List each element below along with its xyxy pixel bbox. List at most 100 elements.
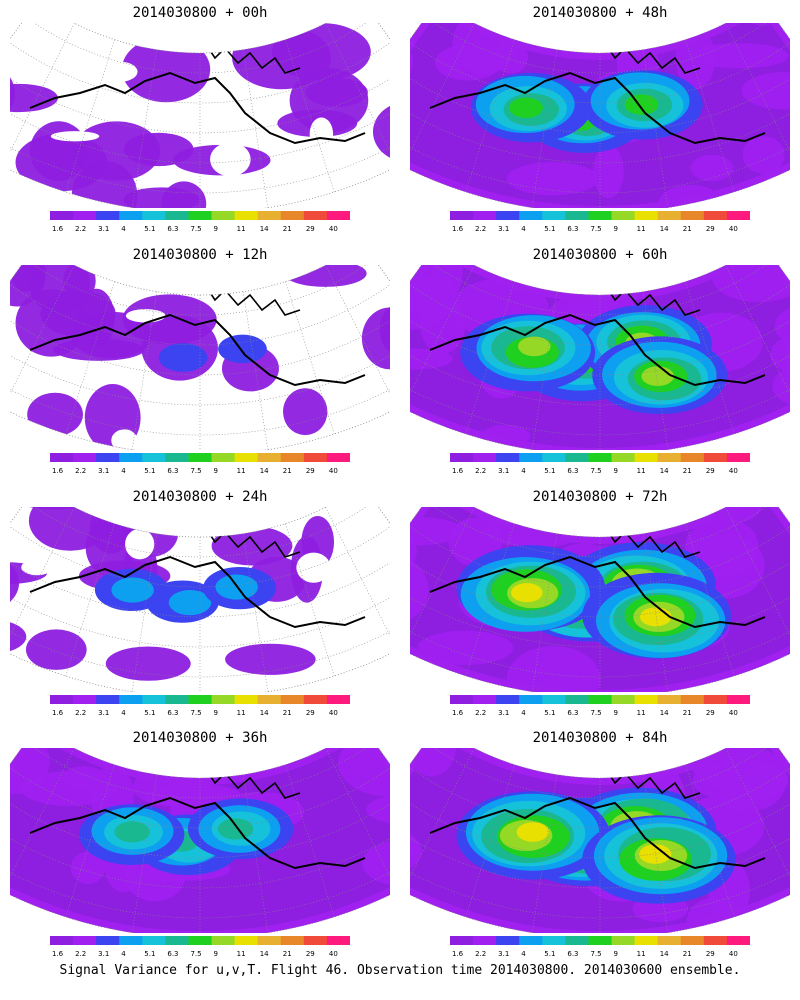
colorbar-swatch — [119, 211, 143, 220]
colorbar-label: 6.3 — [567, 467, 578, 475]
panel-title: 2014030800 + 48h — [532, 5, 668, 21]
variance-map — [10, 265, 390, 450]
colorbar-swatch — [211, 695, 236, 704]
colorbar-label: 14 — [660, 467, 669, 475]
colorbar: 1.6 2.2 3.1 4 5.1 6.3 7.5 9 11 14 21 29 40 — [50, 695, 350, 717]
colorbar-label: 29 — [306, 467, 315, 475]
colorbar-swatch — [473, 211, 497, 220]
map-panel: 2014030800 + 48h 1.6 2.2 3.1 4 5.1 6.3 7.5 9 11 14… — [410, 5, 790, 250]
colorbar-label: 7.5 — [190, 467, 201, 475]
colorbar-swatch — [450, 936, 474, 945]
colorbar-swatch — [188, 936, 213, 945]
colorbar-swatch — [211, 936, 236, 945]
colorbar-swatch — [611, 936, 636, 945]
colorbar-label: 29 — [306, 225, 315, 233]
colorbar-label: 14 — [260, 950, 269, 958]
colorbar-label: 14 — [660, 950, 669, 958]
colorbar-swatch — [519, 211, 543, 220]
colorbar-label: 3.1 — [98, 225, 109, 233]
colorbar-swatch — [726, 936, 750, 945]
colorbar-swatch — [303, 453, 328, 462]
colorbar-swatch — [657, 211, 682, 220]
colorbar-label: 1.6 — [52, 467, 64, 475]
colorbar-label: 5.1 — [144, 709, 155, 717]
colorbar-swatch — [450, 453, 474, 462]
colorbar-swatch — [165, 453, 189, 462]
colorbar-swatch — [142, 936, 166, 945]
colorbar-swatch — [496, 211, 520, 220]
colorbar-swatch — [450, 695, 474, 704]
colorbar-swatch — [473, 453, 497, 462]
colorbar-swatch — [96, 211, 120, 220]
colorbar-swatch — [280, 211, 305, 220]
colorbar-label: 21 — [283, 467, 292, 475]
colorbar-swatch — [73, 211, 97, 220]
colorbar-swatch — [657, 453, 682, 462]
colorbar-label: 5.1 — [544, 467, 555, 475]
colorbar-swatch — [142, 695, 166, 704]
variance-map — [10, 748, 390, 933]
colorbar-label: 9 — [614, 225, 618, 233]
colorbar-swatch — [96, 695, 120, 704]
colorbar-swatch — [326, 453, 350, 462]
colorbar-label: 7.5 — [590, 225, 601, 233]
colorbar-swatch — [165, 695, 189, 704]
variance-map — [10, 23, 390, 208]
colorbar-label: 40 — [729, 709, 738, 717]
colorbar-swatch — [50, 453, 74, 462]
colorbar-label: 3.1 — [98, 709, 109, 717]
colorbar-swatch — [611, 211, 636, 220]
variance-map — [410, 265, 790, 450]
colorbar-swatch — [142, 453, 166, 462]
colorbar-swatch — [588, 695, 613, 704]
map-panel: 2014030800 + 00h 1.6 2.2 3.1 4 5.1 6.3 7.5 9 11 14… — [10, 5, 390, 250]
colorbar: 1.6 2.2 3.1 4 5.1 6.3 7.5 9 11 14 21 29 40 — [450, 211, 750, 233]
colorbar-swatch — [142, 211, 166, 220]
colorbar-label: 11 — [637, 950, 646, 958]
colorbar-swatch — [326, 695, 350, 704]
colorbar-swatch — [473, 936, 497, 945]
colorbar-label: 7.5 — [590, 709, 601, 717]
panel-title: 2014030800 + 84h — [532, 730, 668, 746]
colorbar-swatch — [257, 211, 282, 220]
colorbar-swatch — [257, 695, 282, 704]
colorbar-swatch — [588, 211, 613, 220]
colorbar-swatch — [73, 936, 97, 945]
map-panel: 2014030800 + 12h 1.6 2.2 3.1 4 5.1 6.3 7.5 9 11 14… — [10, 247, 390, 492]
map-panel: 2014030800 + 72h 1.6 2.2 3.1 4 5.1 6.3 7.5 9 11 14… — [410, 489, 790, 734]
colorbar-label: 14 — [660, 225, 669, 233]
colorbar-swatch — [703, 695, 728, 704]
colorbar-label: 6.3 — [167, 467, 178, 475]
colorbar-label: 29 — [706, 467, 715, 475]
colorbar-label: 3.1 — [498, 950, 509, 958]
colorbar-label: 4 — [521, 225, 526, 233]
colorbar-swatch — [211, 453, 236, 462]
colorbar-label: 40 — [329, 467, 338, 475]
colorbar-swatch — [96, 453, 120, 462]
colorbar-swatch — [496, 936, 520, 945]
colorbar-label: 11 — [237, 950, 246, 958]
colorbar-label: 4 — [521, 950, 526, 958]
colorbar-label: 5.1 — [544, 950, 555, 958]
colorbar-swatch — [303, 695, 328, 704]
colorbar-swatch — [326, 211, 350, 220]
variance-map — [10, 507, 390, 692]
colorbar-swatch — [188, 453, 213, 462]
colorbar-label: 21 — [683, 467, 692, 475]
colorbar-label: 11 — [637, 709, 646, 717]
colorbar-swatch — [50, 936, 74, 945]
colorbar: 1.6 2.2 3.1 4 5.1 6.3 7.5 9 11 14 21 29 40 — [450, 695, 750, 717]
colorbar-swatch — [234, 695, 259, 704]
colorbar-swatch — [50, 211, 74, 220]
colorbar-swatch — [119, 936, 143, 945]
colorbar-label: 7.5 — [590, 467, 601, 475]
colorbar-label: 21 — [683, 709, 692, 717]
colorbar-label: 21 — [283, 225, 292, 233]
colorbar-label: 7.5 — [590, 950, 601, 958]
colorbar-swatch — [680, 695, 705, 704]
colorbar-label: 5.1 — [144, 225, 155, 233]
colorbar: 1.6 2.2 3.1 4 5.1 6.3 7.5 9 11 14 21 29 40 — [50, 936, 350, 958]
colorbar-swatch — [611, 695, 636, 704]
colorbar-label: 2.2 — [475, 709, 486, 717]
colorbar-label: 6.3 — [567, 950, 578, 958]
